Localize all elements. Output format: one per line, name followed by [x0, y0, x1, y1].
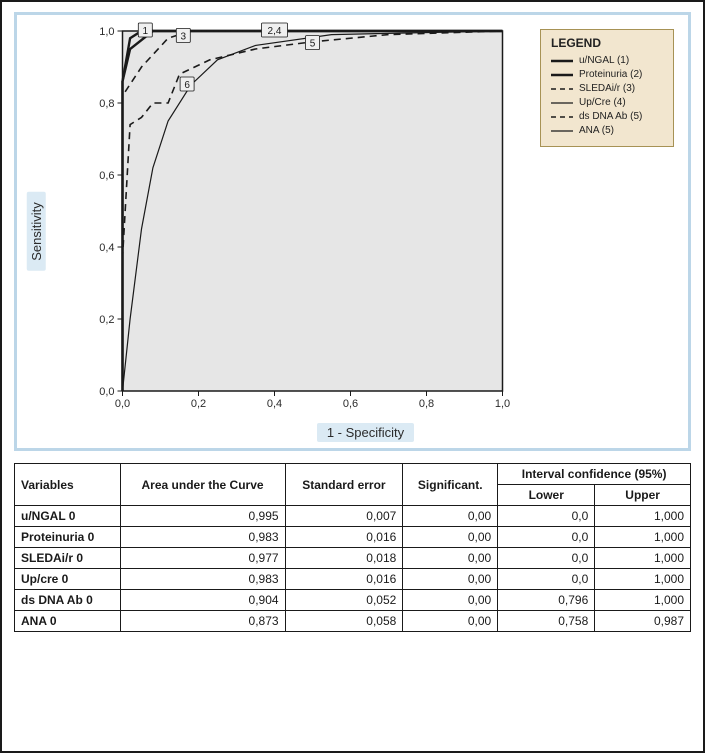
table-row: Up/cre 00,9830,0160,000,01,000 [15, 569, 691, 590]
cell-value: 0,995 [120, 506, 285, 527]
cell-variable: SLEDAi/r 0 [15, 548, 121, 569]
legend-title: LEGEND [551, 36, 663, 50]
col-upper: Upper [595, 485, 691, 506]
legend-item: SLEDAi/r (3) [551, 82, 663, 96]
col-variables: Variables [15, 464, 121, 506]
svg-text:0,6: 0,6 [99, 170, 114, 182]
svg-text:0,2: 0,2 [99, 314, 114, 326]
col-se: Standard error [285, 464, 403, 506]
svg-text:1,0: 1,0 [495, 398, 510, 410]
table-row: SLEDAi/r 00,9770,0180,000,01,000 [15, 548, 691, 569]
svg-text:1,0: 1,0 [99, 26, 114, 38]
cell-variable: Up/cre 0 [15, 569, 121, 590]
chart-panel: Sensitivity 0,0 0,2 0,4 0,6 0,8 1,0 0,0 0,2 0,4 0… [14, 12, 691, 451]
table-row: ANA 00,8730,0580,000,7580,987 [15, 611, 691, 632]
svg-text:5: 5 [310, 39, 316, 50]
svg-text:3: 3 [181, 31, 187, 42]
legend-item: ANA (5) [551, 124, 663, 138]
cell-value: 0,00 [403, 548, 498, 569]
svg-text:0,4: 0,4 [99, 242, 114, 254]
legend-label: u/NGAL (1) [579, 54, 629, 68]
legend-item: Up/Cre (4) [551, 96, 663, 110]
legend-swatch [551, 83, 573, 95]
cell-value: 0,052 [285, 590, 403, 611]
svg-text:0,0: 0,0 [99, 386, 114, 398]
legend-swatch [551, 125, 573, 137]
legend: LEGEND u/NGAL (1)Proteinuria (2)SLEDAi/r… [540, 29, 674, 147]
cell-value: 0,00 [403, 611, 498, 632]
legend-swatch [551, 97, 573, 109]
cell-value: 0,758 [498, 611, 595, 632]
svg-text:0,8: 0,8 [419, 398, 434, 410]
col-lower: Lower [498, 485, 595, 506]
svg-text:0,2: 0,2 [191, 398, 206, 410]
cell-value: 0,796 [498, 590, 595, 611]
y-axis-label: Sensitivity [27, 192, 46, 271]
y-axis-label-wrap: Sensitivity [23, 21, 49, 442]
cell-value: 1,000 [595, 590, 691, 611]
figure-container: Sensitivity 0,0 0,2 0,4 0,6 0,8 1,0 0,0 0,2 0,4 0… [0, 0, 705, 753]
cell-value: 0,016 [285, 569, 403, 590]
legend-item: ds DNA Ab (5) [551, 110, 663, 124]
cell-value: 0,873 [120, 611, 285, 632]
legend-label: Proteinuria (2) [579, 68, 642, 82]
svg-text:0,4: 0,4 [267, 398, 282, 410]
table-header: Variables Area under the Curve Standard … [15, 464, 691, 506]
cell-value: 0,0 [498, 548, 595, 569]
col-auc: Area under the Curve [120, 464, 285, 506]
cell-value: 0,016 [285, 527, 403, 548]
cell-value: 0,983 [120, 569, 285, 590]
svg-text:0,0: 0,0 [115, 398, 130, 410]
cell-value: 0,00 [403, 590, 498, 611]
cell-value: 0,058 [285, 611, 403, 632]
svg-text:6: 6 [184, 80, 190, 91]
x-axis-label-wrap: 1 - Specificity [49, 424, 682, 442]
table-row: ds DNA Ab 00,9040,0520,000,7961,000 [15, 590, 691, 611]
cell-value: 0,0 [498, 527, 595, 548]
legend-label: ds DNA Ab (5) [579, 110, 642, 124]
cell-value: 1,000 [595, 527, 691, 548]
cell-value: 0,00 [403, 569, 498, 590]
cell-variable: ds DNA Ab 0 [15, 590, 121, 611]
cell-value: 0,0 [498, 569, 595, 590]
legend-swatch [551, 55, 573, 67]
cell-value: 0,987 [595, 611, 691, 632]
x-axis-label: 1 - Specificity [317, 423, 414, 442]
legend-label: ANA (5) [579, 124, 614, 138]
cell-value: 0,904 [120, 590, 285, 611]
cell-variable: ANA 0 [15, 611, 121, 632]
table-row: u/NGAL 00,9950,0070,000,01,000 [15, 506, 691, 527]
auc-table: Variables Area under the Curve Standard … [14, 463, 691, 632]
cell-variable: Proteinuria 0 [15, 527, 121, 548]
cell-value: 0,00 [403, 527, 498, 548]
cell-variable: u/NGAL 0 [15, 506, 121, 527]
table-body: u/NGAL 00,9950,0070,000,01,000Proteinuri… [15, 506, 691, 632]
cell-value: 1,000 [595, 548, 691, 569]
cell-value: 1,000 [595, 569, 691, 590]
legend-label: SLEDAi/r (3) [579, 82, 635, 96]
svg-text:0,6: 0,6 [343, 398, 358, 410]
svg-text:0,8: 0,8 [99, 98, 114, 110]
legend-swatch [551, 69, 573, 81]
legend-item: u/NGAL (1) [551, 54, 663, 68]
legend-swatch [551, 111, 573, 123]
col-ci-group: Interval confidence (95%) [498, 464, 691, 485]
table-row: Proteinuria 00,9830,0160,000,01,000 [15, 527, 691, 548]
cell-value: 0,007 [285, 506, 403, 527]
cell-value: 0,018 [285, 548, 403, 569]
svg-text:2,4: 2,4 [268, 26, 282, 37]
cell-value: 1,000 [595, 506, 691, 527]
legend-label: Up/Cre (4) [579, 96, 626, 110]
col-sig: Significant. [403, 464, 498, 506]
cell-value: 0,983 [120, 527, 285, 548]
cell-value: 0,977 [120, 548, 285, 569]
cell-value: 0,0 [498, 506, 595, 527]
svg-text:1: 1 [143, 26, 149, 37]
legend-item: Proteinuria (2) [551, 68, 663, 82]
cell-value: 0,00 [403, 506, 498, 527]
